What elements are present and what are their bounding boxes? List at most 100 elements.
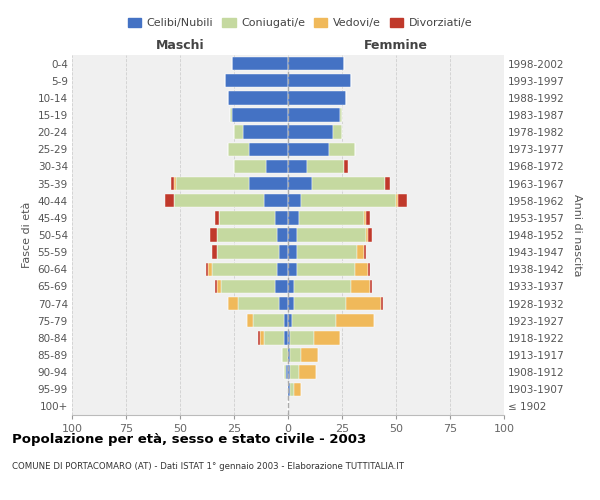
Bar bbox=[292, 314, 335, 328]
Bar bbox=[212, 246, 217, 259]
Y-axis label: Anni di nascita: Anni di nascita bbox=[572, 194, 581, 276]
Bar bbox=[288, 331, 290, 344]
Bar bbox=[227, 91, 288, 104]
Bar bbox=[290, 331, 314, 344]
Bar bbox=[355, 262, 368, 276]
Bar bbox=[288, 57, 344, 70]
Bar bbox=[366, 228, 368, 241]
Text: Femmine: Femmine bbox=[364, 38, 428, 52]
Bar bbox=[284, 314, 288, 328]
Bar bbox=[288, 142, 329, 156]
Bar bbox=[299, 366, 316, 379]
Bar bbox=[210, 228, 217, 241]
Y-axis label: Fasce di età: Fasce di età bbox=[22, 202, 32, 268]
Bar bbox=[242, 126, 288, 139]
Bar bbox=[296, 228, 366, 241]
Bar bbox=[280, 297, 288, 310]
Text: COMUNE DI PORTACOMARO (AT) - Dati ISTAT 1° gennaio 2003 - Elaborazione TUTTITALI: COMUNE DI PORTACOMARO (AT) - Dati ISTAT … bbox=[12, 462, 404, 471]
Bar bbox=[165, 194, 173, 207]
Bar bbox=[312, 177, 385, 190]
Bar bbox=[368, 262, 370, 276]
Text: Maschi: Maschi bbox=[155, 38, 205, 52]
Bar bbox=[215, 280, 217, 293]
Bar bbox=[340, 108, 342, 122]
Bar bbox=[288, 297, 295, 310]
Bar bbox=[280, 246, 288, 259]
Bar bbox=[264, 194, 288, 207]
Bar bbox=[288, 91, 346, 104]
Bar bbox=[286, 366, 288, 379]
Bar bbox=[277, 228, 288, 241]
Bar bbox=[357, 246, 364, 259]
Text: Popolazione per età, sesso e stato civile - 2003: Popolazione per età, sesso e stato civil… bbox=[12, 432, 366, 446]
Bar bbox=[288, 280, 295, 293]
Bar bbox=[264, 331, 284, 344]
Bar bbox=[234, 160, 266, 173]
Bar bbox=[295, 382, 301, 396]
Bar bbox=[206, 262, 208, 276]
Bar bbox=[221, 280, 275, 293]
Bar bbox=[227, 142, 249, 156]
Bar bbox=[253, 314, 284, 328]
Bar bbox=[346, 297, 381, 310]
Bar bbox=[295, 297, 346, 310]
Bar bbox=[366, 211, 370, 224]
Bar bbox=[284, 331, 288, 344]
Bar bbox=[234, 126, 242, 139]
Bar bbox=[249, 177, 288, 190]
Bar bbox=[281, 348, 288, 362]
Bar bbox=[299, 211, 364, 224]
Bar bbox=[212, 262, 277, 276]
Bar bbox=[314, 331, 340, 344]
Bar bbox=[288, 262, 296, 276]
Bar bbox=[176, 177, 249, 190]
Bar bbox=[266, 160, 288, 173]
Bar bbox=[284, 366, 286, 379]
Bar bbox=[350, 280, 370, 293]
Bar bbox=[288, 366, 290, 379]
Bar bbox=[288, 348, 290, 362]
Bar bbox=[288, 74, 350, 88]
Bar bbox=[258, 331, 260, 344]
Bar bbox=[290, 348, 301, 362]
Bar bbox=[288, 228, 296, 241]
Bar bbox=[335, 314, 374, 328]
Bar bbox=[172, 177, 173, 190]
Bar bbox=[232, 57, 288, 70]
Bar bbox=[364, 246, 366, 259]
Bar bbox=[290, 366, 299, 379]
Bar bbox=[288, 314, 292, 328]
Bar bbox=[226, 74, 288, 88]
Bar bbox=[385, 177, 389, 190]
Bar bbox=[260, 331, 264, 344]
Bar bbox=[398, 194, 407, 207]
Bar bbox=[277, 262, 288, 276]
Bar bbox=[296, 262, 355, 276]
Bar bbox=[217, 280, 221, 293]
Bar bbox=[227, 297, 238, 310]
Bar bbox=[173, 194, 264, 207]
Bar bbox=[288, 177, 312, 190]
Bar bbox=[230, 108, 232, 122]
Bar bbox=[232, 108, 288, 122]
Bar bbox=[290, 382, 295, 396]
Bar bbox=[364, 211, 366, 224]
Bar bbox=[219, 211, 275, 224]
Bar bbox=[307, 160, 344, 173]
Bar bbox=[334, 126, 342, 139]
Bar bbox=[288, 211, 299, 224]
Bar bbox=[381, 297, 383, 310]
Bar bbox=[217, 246, 280, 259]
Legend: Celibi/Nubili, Coniugati/e, Vedovi/e, Divorziati/e: Celibi/Nubili, Coniugati/e, Vedovi/e, Di… bbox=[124, 13, 476, 32]
Bar bbox=[301, 348, 318, 362]
Bar bbox=[173, 177, 176, 190]
Bar bbox=[288, 160, 307, 173]
Bar bbox=[344, 160, 349, 173]
Bar bbox=[247, 314, 253, 328]
Bar bbox=[301, 194, 396, 207]
Bar bbox=[295, 280, 350, 293]
Bar bbox=[288, 246, 296, 259]
Bar bbox=[288, 126, 334, 139]
Bar bbox=[208, 262, 212, 276]
Bar bbox=[249, 142, 288, 156]
